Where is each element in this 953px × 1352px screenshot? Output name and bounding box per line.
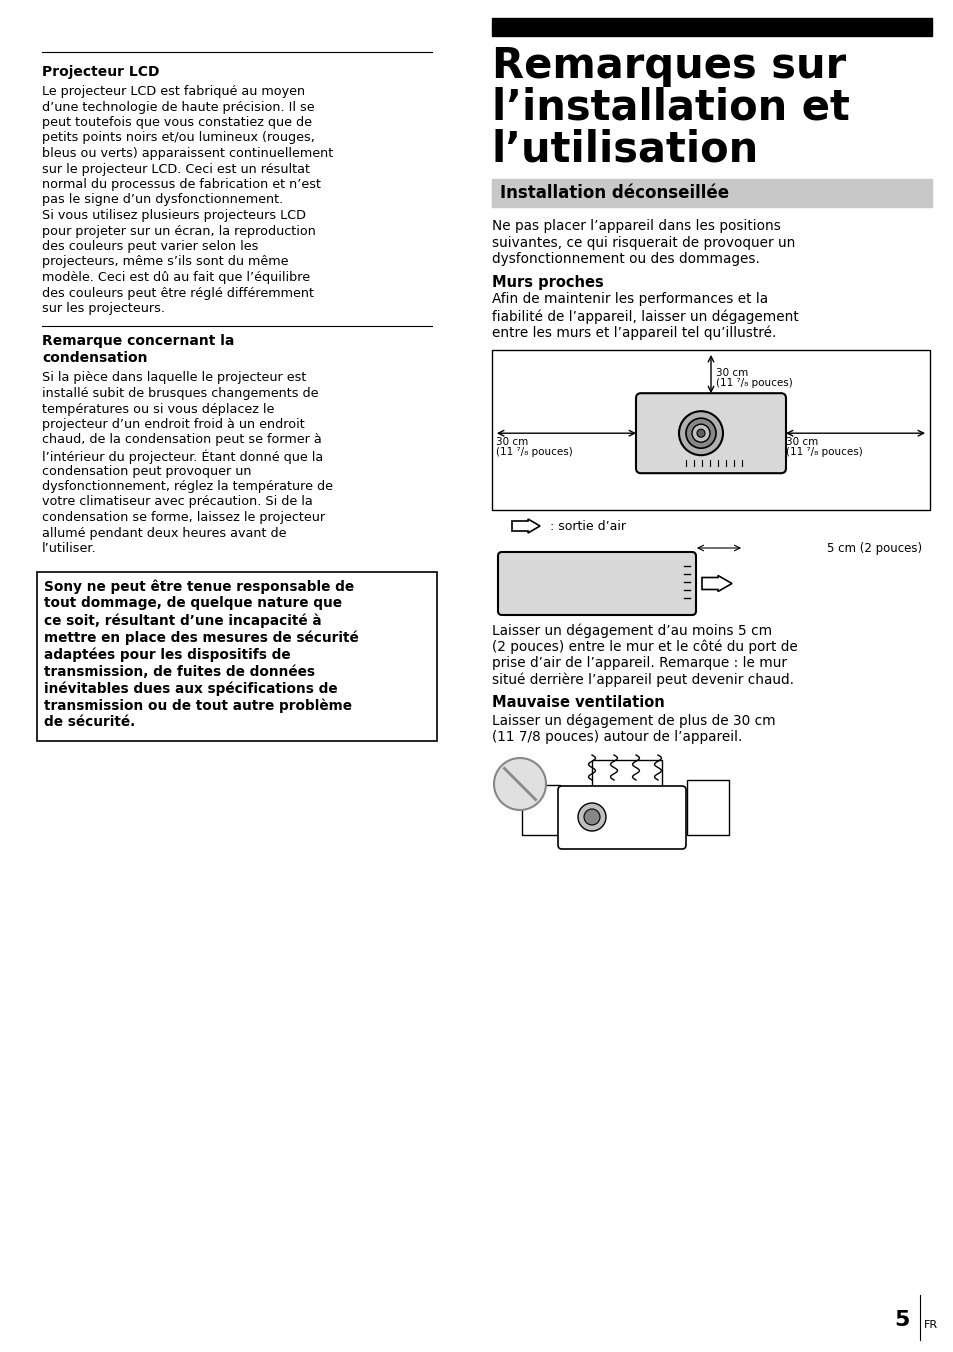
Text: Ne pas placer l’appareil dans les positions: Ne pas placer l’appareil dans les positi…	[492, 219, 781, 233]
Text: installé subit de brusques changements de: installé subit de brusques changements d…	[42, 387, 318, 400]
Bar	[592, 760, 661, 788]
Text: projecteur d’un endroit froid à un endroit: projecteur d’un endroit froid à un endro…	[42, 418, 304, 431]
Text: Projecteur LCD: Projecteur LCD	[42, 65, 159, 78]
Text: Le projecteur LCD est fabriqué au moyen: Le projecteur LCD est fabriqué au moyen	[42, 85, 305, 97]
FancyBboxPatch shape	[558, 786, 685, 849]
Text: Laisser un dégagement de plus de 30 cm: Laisser un dégagement de plus de 30 cm	[492, 713, 775, 727]
Text: sur le projecteur LCD. Ceci est un résultat: sur le projecteur LCD. Ceci est un résul…	[42, 162, 310, 176]
Text: inévitables dues aux spécifications de: inévitables dues aux spécifications de	[44, 681, 337, 696]
Circle shape	[679, 411, 722, 456]
Circle shape	[578, 803, 605, 831]
Text: (11 ⁷/₈ pouces): (11 ⁷/₈ pouces)	[785, 448, 862, 457]
Text: (11 7/8 pouces) autour de l’appareil.: (11 7/8 pouces) autour de l’appareil.	[492, 730, 741, 744]
Text: Remarque concernant la: Remarque concernant la	[42, 334, 234, 347]
Text: Si vous utilisez plusieurs projecteurs LCD: Si vous utilisez plusieurs projecteurs L…	[42, 210, 306, 222]
Text: Installation déconseillée: Installation déconseillée	[499, 184, 728, 201]
Text: transmission, de fuites de données: transmission, de fuites de données	[44, 664, 314, 679]
Text: allumé pendant deux heures avant de: allumé pendant deux heures avant de	[42, 526, 286, 539]
Text: 30 cm: 30 cm	[496, 437, 528, 448]
Text: d’une technologie de haute précision. Il se: d’une technologie de haute précision. Il…	[42, 100, 314, 114]
Text: entre les murs et l’appareil tel qu’illustré.: entre les murs et l’appareil tel qu’illu…	[492, 326, 776, 339]
FancyArrow shape	[512, 519, 539, 533]
Text: des couleurs peut varier selon les: des couleurs peut varier selon les	[42, 241, 258, 253]
Text: transmission ou de tout autre problème: transmission ou de tout autre problème	[44, 699, 352, 713]
Text: ce soit, résultant d’une incapacité à: ce soit, résultant d’une incapacité à	[44, 614, 321, 627]
Text: condensation: condensation	[42, 350, 148, 365]
Text: de sécurité.: de sécurité.	[44, 715, 135, 730]
Circle shape	[494, 758, 545, 810]
Text: (11 ⁷/₈ pouces): (11 ⁷/₈ pouces)	[496, 448, 572, 457]
Text: l’intérieur du projecteur. Étant donné que la: l’intérieur du projecteur. Étant donné q…	[42, 449, 323, 464]
Text: prise d’air de l’appareil. Remarque : le mur: prise d’air de l’appareil. Remarque : le…	[492, 656, 786, 671]
Text: sur les projecteurs.: sur les projecteurs.	[42, 301, 165, 315]
Text: chaud, de la condensation peut se former à: chaud, de la condensation peut se former…	[42, 434, 321, 446]
Text: suivantes, ce qui risquerait de provoquer un: suivantes, ce qui risquerait de provoque…	[492, 235, 795, 250]
Text: FR: FR	[923, 1320, 937, 1330]
Text: l’utiliser.: l’utiliser.	[42, 542, 96, 556]
Text: Murs proches: Murs proches	[492, 274, 603, 289]
Text: Mauvaise ventilation: Mauvaise ventilation	[492, 695, 664, 710]
Text: températures ou si vous déplacez le: températures ou si vous déplacez le	[42, 403, 274, 415]
Text: Si la pièce dans laquelle le projecteur est: Si la pièce dans laquelle le projecteur …	[42, 372, 306, 384]
Text: (2 pouces) entre le mur et le côté du port de: (2 pouces) entre le mur et le côté du po…	[492, 639, 797, 654]
Circle shape	[583, 808, 599, 825]
Text: adaptées pour les dispositifs de: adaptées pour les dispositifs de	[44, 648, 291, 662]
Text: dysfonctionnement ou des dommages.: dysfonctionnement ou des dommages.	[492, 251, 760, 266]
Circle shape	[685, 418, 716, 449]
Text: bleus ou verts) apparaissent continuellement: bleus ou verts) apparaissent continuelle…	[42, 147, 333, 160]
Text: Sony ne peut être tenue responsable de: Sony ne peut être tenue responsable de	[44, 580, 354, 594]
Bar	[521, 786, 559, 836]
Text: condensation peut provoquer un: condensation peut provoquer un	[42, 465, 252, 477]
Circle shape	[697, 429, 704, 437]
Text: des couleurs peut être réglé différemment: des couleurs peut être réglé différemmen…	[42, 287, 314, 300]
Text: situé derrière l’appareil peut devenir chaud.: situé derrière l’appareil peut devenir c…	[492, 672, 793, 687]
Text: l’installation et: l’installation et	[492, 87, 849, 128]
Text: votre climatiseur avec précaution. Si de la: votre climatiseur avec précaution. Si de…	[42, 495, 313, 508]
Text: peut toutefois que vous constatiez que de: peut toutefois que vous constatiez que d…	[42, 116, 312, 128]
Text: pour projeter sur un écran, la reproduction: pour projeter sur un écran, la reproduct…	[42, 224, 315, 238]
Text: tout dommage, de quelque nature que: tout dommage, de quelque nature que	[44, 596, 341, 611]
Text: 5: 5	[894, 1310, 909, 1330]
FancyBboxPatch shape	[636, 393, 785, 473]
Text: petits points noirs et/ou lumineux (rouges,: petits points noirs et/ou lumineux (roug…	[42, 131, 314, 145]
Text: modèle. Ceci est dû au fait que l’équilibre: modèle. Ceci est dû au fait que l’équili…	[42, 270, 310, 284]
Text: 30 cm: 30 cm	[716, 368, 747, 379]
Text: : sortie d’air: : sortie d’air	[550, 519, 625, 533]
Text: (11 ⁷/₈ pouces): (11 ⁷/₈ pouces)	[716, 379, 792, 388]
Text: dysfonctionnement, réglez la température de: dysfonctionnement, réglez la température…	[42, 480, 333, 493]
Bar	[686, 780, 728, 836]
Text: condensation se forme, laissez le projecteur: condensation se forme, laissez le projec…	[42, 511, 325, 525]
Text: mettre en place des mesures de sécurité: mettre en place des mesures de sécurité	[44, 630, 358, 645]
Text: projecteurs, même s’ils sont du même: projecteurs, même s’ils sont du même	[42, 256, 288, 269]
Text: normal du processus de fabrication et n’est: normal du processus de fabrication et n’…	[42, 178, 320, 191]
Circle shape	[691, 425, 709, 442]
Bar	[37, 572, 436, 741]
FancyBboxPatch shape	[497, 552, 696, 615]
Text: pas le signe d’un dysfonctionnement.: pas le signe d’un dysfonctionnement.	[42, 193, 283, 207]
Text: 5 cm (2 pouces): 5 cm (2 pouces)	[826, 542, 921, 556]
FancyArrow shape	[701, 576, 731, 592]
Text: Laisser un dégagement d’au moins 5 cm: Laisser un dégagement d’au moins 5 cm	[492, 623, 771, 638]
Text: Afin de maintenir les performances et la: Afin de maintenir les performances et la	[492, 292, 767, 307]
Text: fiabilité de l’appareil, laisser un dégagement: fiabilité de l’appareil, laisser un déga…	[492, 310, 798, 323]
Text: Remarques sur: Remarques sur	[492, 45, 845, 87]
Text: l’utilisation: l’utilisation	[492, 128, 759, 170]
Text: 30 cm: 30 cm	[785, 437, 818, 448]
Bar	[492, 350, 929, 510]
